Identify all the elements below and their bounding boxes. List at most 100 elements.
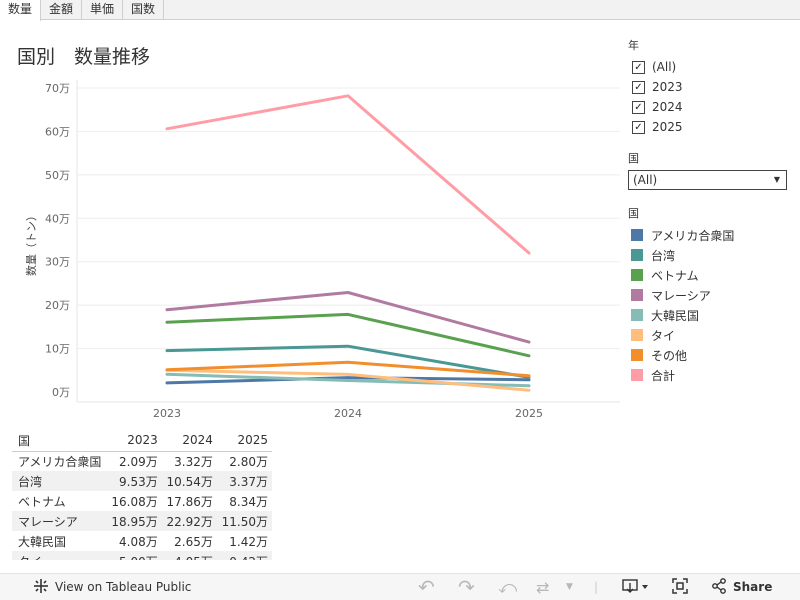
- legend-label: マレーシア: [651, 288, 711, 303]
- legend-item[interactable]: 大韓民国: [628, 305, 734, 325]
- series-line-0[interactable]: [165, 376, 531, 385]
- legend-item[interactable]: その他: [628, 345, 734, 365]
- table-cell-country: アメリカ合衆国: [18, 454, 102, 469]
- legend-item[interactable]: ベトナム: [628, 265, 734, 285]
- legend-swatch: [631, 269, 643, 281]
- legend-swatch: [631, 369, 643, 381]
- view-on-tableau-link[interactable]: View on Tableau Public: [55, 580, 192, 594]
- table-cell-value: 22.92万: [161, 511, 217, 531]
- year-filter: 年 ✓ (All) ✓ 2023 ✓ 2024 ✓ 2025: [628, 37, 683, 137]
- chart-grid: [76, 80, 620, 403]
- table-cell-value: 4.05万: [161, 551, 217, 560]
- legend-swatch: [631, 229, 643, 241]
- checkbox-icon[interactable]: ✓: [632, 120, 645, 134]
- tableau-logo-icon[interactable]: [33, 574, 49, 600]
- series-line-6[interactable]: [165, 360, 531, 378]
- y-tick-label: 60万: [45, 125, 70, 138]
- table-cell-value: 2.65万: [174, 534, 213, 549]
- redo-icon[interactable]: ↷: [458, 575, 475, 599]
- table-row: ベトナム 16.08万 17.86万 8.34万: [12, 491, 272, 511]
- table-cell-value: 3.37万: [216, 471, 272, 491]
- table-cell-country: 台湾: [12, 471, 107, 491]
- legend-label: その他: [651, 348, 688, 363]
- table-cell-country: 大韓民国: [18, 534, 67, 549]
- year-option-2025[interactable]: ✓ 2025: [628, 117, 683, 137]
- bottom-toolbar: View on Tableau Public ↶ ↷ ⤺ ⇄ ▼ |: [0, 573, 800, 600]
- legend-label: 合計: [651, 368, 676, 383]
- table-cell-value: 3.32万: [174, 454, 213, 469]
- color-legend: 国 アメリカ合衆国 台湾ベトナムマレーシア大韓民国タイその他合計: [628, 205, 734, 385]
- table-cell-value: 16.08万: [111, 494, 158, 509]
- series-line-5[interactable]: [165, 368, 531, 392]
- revert-icon[interactable]: ⤺: [498, 577, 518, 598]
- y-tick-label: 30万: [45, 256, 70, 269]
- legend-item[interactable]: 合計: [628, 365, 734, 385]
- table-cell-value: 9.53万: [106, 471, 162, 491]
- dropdown-caret-icon: ▼: [773, 175, 780, 184]
- series-line-1[interactable]: [165, 344, 531, 379]
- year-option-label: (All): [652, 60, 677, 74]
- legend-swatch: [631, 289, 643, 301]
- legend-item[interactable]: タイ: [628, 325, 734, 345]
- refresh-icon[interactable]: ⇄: [536, 578, 550, 597]
- x-tick-label: 2023: [153, 407, 181, 420]
- table-cell-value: 17.86万: [166, 494, 213, 509]
- dropdown-caret-icon[interactable]: ▼: [566, 582, 573, 592]
- table-row: タイ5.00万4.05万0.42万: [12, 551, 272, 560]
- series-line-2[interactable]: [165, 312, 531, 358]
- table-row: 大韓民国 4.08万 2.65万 1.42万: [12, 531, 272, 551]
- table-header: 2023: [106, 430, 162, 452]
- year-filter-label: 年: [628, 39, 639, 52]
- year-option-2024[interactable]: ✓ 2024: [628, 97, 683, 117]
- tab-quantity[interactable]: 数量: [0, 0, 42, 21]
- x-tick-label: 2024: [334, 407, 362, 420]
- y-tick-label: 50万: [45, 169, 70, 182]
- x-axis-ticks: 2023 2024 2025: [153, 407, 543, 420]
- tab-unit-price[interactable]: 単価: [82, 0, 124, 20]
- table-header: 2024: [161, 430, 217, 452]
- country-select-value: (All): [633, 173, 658, 187]
- legend-title: 国: [628, 207, 639, 220]
- undo-icon[interactable]: ↶: [418, 575, 435, 599]
- y-tick-label: 0万: [52, 386, 70, 399]
- year-option-label: 2023: [652, 80, 683, 94]
- legend-item[interactable]: マレーシア: [628, 285, 734, 305]
- legend-label: タイ: [651, 328, 676, 343]
- country-filter-label: 国: [628, 152, 639, 165]
- table-cell-value: 1.42万: [229, 534, 268, 549]
- y-tick-label: 20万: [45, 299, 70, 312]
- share-button[interactable]: Share: [733, 580, 773, 594]
- table-header: 国: [12, 430, 107, 452]
- table-cell-value: 8.34万: [229, 494, 268, 509]
- y-axis-ticks: 0万 10万 20万 30万 40万 50万 60万 70万: [45, 82, 70, 399]
- download-icon[interactable]: [622, 574, 650, 600]
- legend-label: ベトナム: [651, 268, 699, 283]
- toolbar-divider: |: [594, 580, 599, 594]
- year-option-2023[interactable]: ✓ 2023: [628, 77, 683, 97]
- tab-amount[interactable]: 金額: [41, 0, 83, 20]
- year-option-all[interactable]: ✓ (All): [628, 57, 683, 77]
- x-tick-label: 2025: [515, 407, 543, 420]
- checkbox-icon[interactable]: ✓: [632, 100, 645, 114]
- legend-swatch: [631, 249, 643, 261]
- y-tick-label: 10万: [45, 343, 70, 356]
- tab-country-count[interactable]: 国数: [123, 0, 165, 20]
- table-row: アメリカ合衆国 2.09万 3.32万 2.80万: [12, 451, 272, 471]
- table-cell-value: 0.42万: [216, 551, 272, 560]
- series-line-3[interactable]: [165, 291, 531, 344]
- table-cell-value: 18.95万: [106, 511, 162, 531]
- series-line-7[interactable]: [165, 94, 531, 255]
- fullscreen-icon[interactable]: [672, 574, 688, 600]
- legend-swatch: [631, 309, 643, 321]
- table-row: 台湾 9.53万 10.54万 3.37万: [12, 471, 272, 491]
- checkbox-icon[interactable]: ✓: [632, 60, 645, 74]
- checkbox-icon[interactable]: ✓: [632, 80, 645, 94]
- country-select[interactable]: (All) ▼: [628, 170, 787, 190]
- share-icon[interactable]: [711, 574, 727, 600]
- legend-item[interactable]: 台湾: [628, 245, 734, 265]
- table-cell-value: 10.54万: [161, 471, 217, 491]
- legend-item[interactable]: アメリカ合衆国: [628, 225, 734, 245]
- chart-series: [165, 94, 531, 392]
- y-axis-label: 数量（トン）: [25, 210, 38, 276]
